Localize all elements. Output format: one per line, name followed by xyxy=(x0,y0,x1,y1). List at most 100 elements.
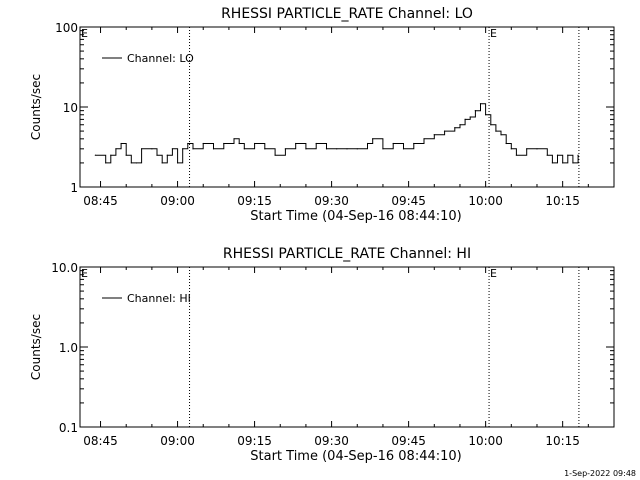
data-point xyxy=(546,154,548,156)
data-point xyxy=(274,154,276,156)
x-tick-label: 08:45 xyxy=(83,434,118,448)
x-tick-label: 10:15 xyxy=(545,194,580,208)
data-point xyxy=(295,142,297,145)
data-point xyxy=(479,103,482,105)
data-point xyxy=(141,148,143,150)
data-point xyxy=(125,154,127,156)
data-point xyxy=(356,148,358,150)
data-point xyxy=(325,148,328,150)
y-tick-label: 1.0 xyxy=(59,341,78,355)
x-tick-label: 09:30 xyxy=(314,194,349,208)
y-tick-label: 10 xyxy=(63,101,78,115)
data-point xyxy=(336,148,338,150)
x-tick-label: 10:00 xyxy=(468,434,503,448)
data-point xyxy=(151,148,153,150)
corner-marker: E xyxy=(81,27,88,40)
data-point xyxy=(176,162,179,164)
data-point xyxy=(192,148,194,150)
data-point xyxy=(495,130,497,132)
legend-label: Channel: HI xyxy=(127,292,191,305)
y-tick-label: 0.1 xyxy=(59,421,78,435)
data-point xyxy=(135,162,138,164)
data-point xyxy=(315,142,317,145)
y-tick-label: 10.0 xyxy=(51,261,78,275)
y-tick-label: 1 xyxy=(70,181,78,195)
x-tick-label: 09:00 xyxy=(160,194,195,208)
data-point xyxy=(490,124,492,126)
data-point xyxy=(551,162,553,164)
data-point xyxy=(469,116,471,118)
data-point xyxy=(423,138,425,140)
chart-title: RHESSI PARTICLE_RATE Channel: HI xyxy=(223,246,471,262)
data-point xyxy=(454,127,456,129)
x-tick-label: 09:15 xyxy=(237,434,272,448)
x-tick-label: 09:45 xyxy=(391,194,426,208)
data-point xyxy=(105,162,107,164)
x-axis-label: Start Time (04-Sep-16 08:44:10) xyxy=(250,449,461,464)
data-point xyxy=(94,154,97,156)
data-point xyxy=(187,142,189,145)
data-point xyxy=(443,130,446,132)
data-point xyxy=(223,142,225,145)
data-point xyxy=(366,142,369,145)
y-axis-label: Counts/sec xyxy=(29,314,43,380)
data-point xyxy=(402,148,405,150)
y-tick-label: 100 xyxy=(55,21,78,35)
data-point xyxy=(536,148,538,150)
data-point xyxy=(526,148,528,150)
x-tick-label: 09:00 xyxy=(160,434,195,448)
x-tick-label: 10:15 xyxy=(545,434,580,448)
data-point xyxy=(500,134,502,136)
footer-date: 1-Sep-2022 09:48 xyxy=(564,469,636,478)
data-point xyxy=(264,148,266,150)
x-tick-label: 09:30 xyxy=(314,434,349,448)
data-point xyxy=(110,154,112,156)
data-point xyxy=(305,148,307,150)
data-point xyxy=(392,142,394,145)
x-tick-label: 09:15 xyxy=(237,194,272,208)
x-axis-label: Start Time (04-Sep-16 08:44:10) xyxy=(250,209,461,224)
data-point xyxy=(372,138,374,140)
data-point xyxy=(505,142,507,145)
corner-marker: E xyxy=(81,267,88,280)
data-point xyxy=(464,118,466,120)
data-point xyxy=(562,162,564,164)
x-tick-label: 08:45 xyxy=(83,194,118,208)
data-point xyxy=(253,142,256,145)
data-point xyxy=(485,114,487,116)
y-axis-label: Counts/sec xyxy=(29,74,43,140)
data-point xyxy=(413,142,415,145)
data-point xyxy=(459,124,461,126)
data-point xyxy=(567,154,569,156)
data-point xyxy=(572,162,574,164)
data-point xyxy=(433,134,435,136)
event-marker: E xyxy=(490,267,497,280)
x-tick-label: 10:00 xyxy=(468,194,503,208)
data-point xyxy=(161,162,163,164)
data-point xyxy=(382,148,384,150)
data-point xyxy=(510,148,512,150)
legend-label: Channel: LO xyxy=(127,52,194,65)
chart-title: RHESSI PARTICLE_RATE Channel: LO xyxy=(221,6,473,22)
data-point xyxy=(202,142,204,145)
data-point xyxy=(212,148,215,150)
data-point xyxy=(166,154,168,156)
plot-frame xyxy=(79,266,615,428)
data-point xyxy=(474,110,476,112)
data-point xyxy=(115,148,117,150)
data-point xyxy=(284,148,286,150)
x-tick-label: 09:45 xyxy=(391,434,426,448)
event-marker: E xyxy=(490,27,497,40)
data-point xyxy=(556,154,559,156)
plot-frame xyxy=(79,26,615,188)
data-point xyxy=(182,148,184,150)
data-point xyxy=(515,154,518,156)
data-point xyxy=(243,148,245,150)
data-point xyxy=(346,148,348,150)
data-point xyxy=(156,154,158,156)
data-point xyxy=(577,154,579,156)
data-point xyxy=(238,142,240,145)
data-point xyxy=(233,138,235,140)
data-point xyxy=(120,142,122,145)
